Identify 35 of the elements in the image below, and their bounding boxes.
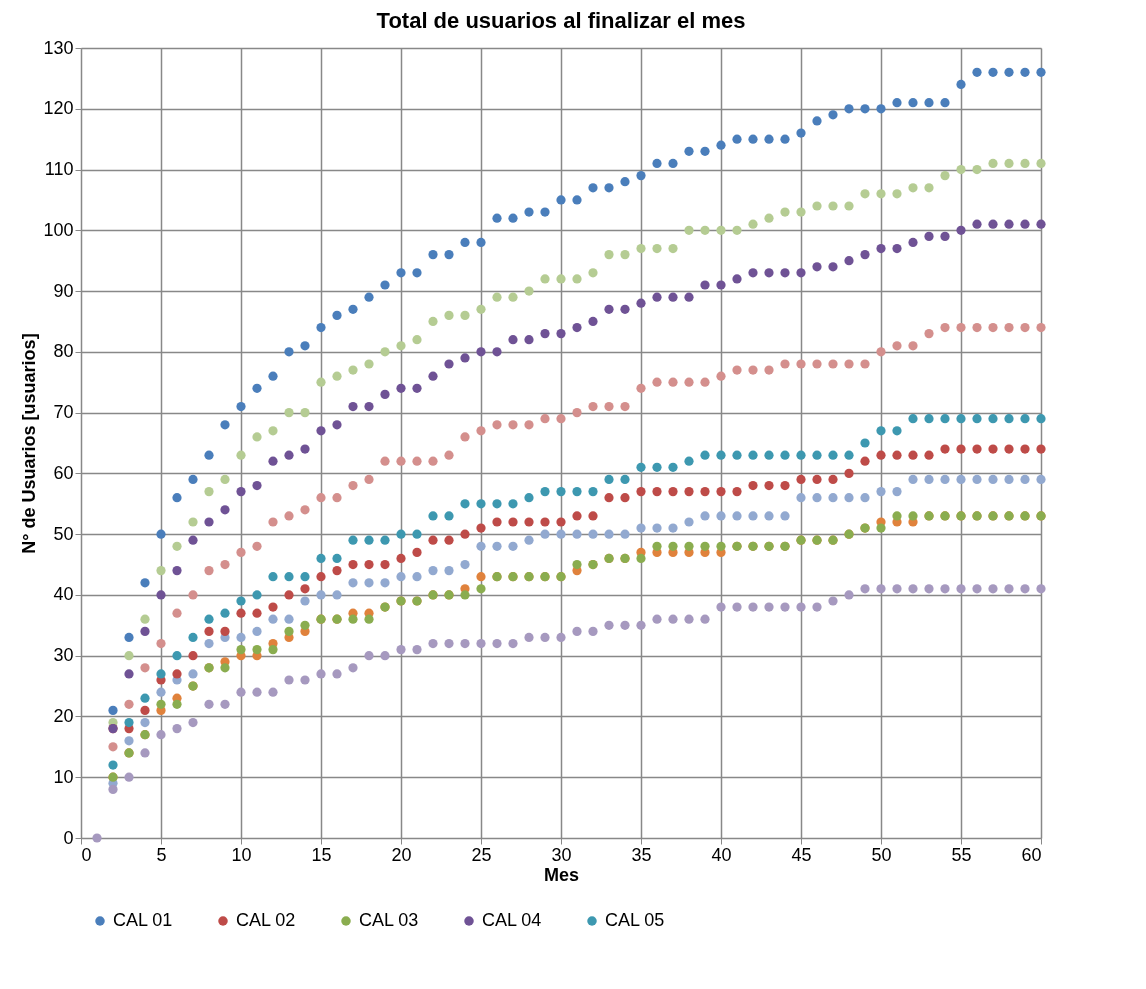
y-tick-label: 40 bbox=[53, 584, 74, 605]
x-tick-label: 60 bbox=[1021, 844, 1042, 865]
y-tick-label: 100 bbox=[43, 219, 74, 240]
y-tick-label: 120 bbox=[43, 98, 74, 119]
y-tick-label: 0 bbox=[63, 827, 74, 848]
y-tick-label: 80 bbox=[53, 341, 74, 362]
y-tick-label: 20 bbox=[53, 705, 74, 726]
y-tick-label: 60 bbox=[53, 462, 74, 483]
y-tick-label: 30 bbox=[53, 645, 74, 666]
y-tick-label: 70 bbox=[53, 402, 74, 423]
x-axis-title: Mes bbox=[543, 864, 580, 885]
x-tick-label: 0 bbox=[81, 844, 92, 865]
legend-label: CAL 05 bbox=[605, 910, 665, 930]
legend-label: CAL 04 bbox=[482, 910, 542, 930]
x-tick-label: 30 bbox=[551, 844, 572, 865]
legend-label: CAL 03 bbox=[359, 910, 419, 930]
x-tick-label: 55 bbox=[951, 844, 972, 865]
x-tick-label: 40 bbox=[711, 844, 732, 865]
y-tick-label: 90 bbox=[53, 280, 74, 301]
x-tick-label: 45 bbox=[791, 844, 812, 865]
x-tick-label: 20 bbox=[391, 844, 412, 865]
x-tick-label: 15 bbox=[311, 844, 332, 865]
y-tick-label: 130 bbox=[43, 37, 74, 58]
x-tick-label: 25 bbox=[471, 844, 492, 865]
legend-label: CAL 01 bbox=[113, 910, 173, 930]
x-tick-label: 35 bbox=[631, 844, 652, 865]
y-tick-label: 10 bbox=[53, 766, 74, 787]
x-tick-label: 10 bbox=[231, 844, 252, 865]
y-tick-label: 50 bbox=[53, 523, 74, 544]
x-tick-label: 5 bbox=[156, 844, 167, 865]
legend-label: CAL 02 bbox=[236, 910, 296, 930]
x-tick-label: 50 bbox=[871, 844, 892, 865]
y-tick-label: 110 bbox=[44, 159, 74, 180]
y-axis-title: N° de Usuarios [usuarios] bbox=[19, 333, 40, 554]
chart-title: Total de usuarios al finalizar el mes bbox=[376, 8, 746, 33]
